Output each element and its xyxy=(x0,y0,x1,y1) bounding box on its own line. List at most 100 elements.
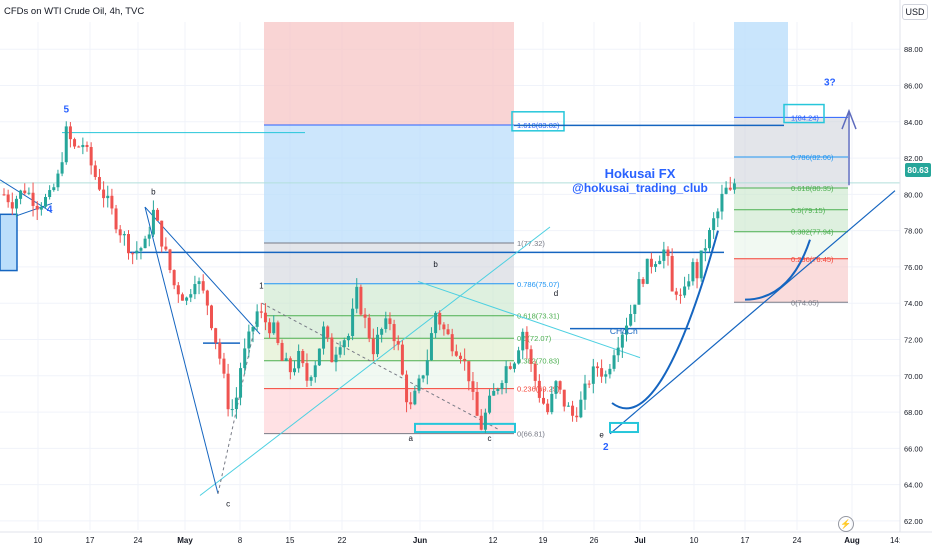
x-tick-label: 24 xyxy=(793,536,802,545)
fib-band-right xyxy=(734,231,848,259)
candle-body xyxy=(645,258,649,284)
candle-body xyxy=(392,324,396,342)
candle-body xyxy=(691,262,695,282)
uptrend-line xyxy=(609,190,896,435)
fib-band xyxy=(264,360,514,389)
candle-body xyxy=(666,249,670,256)
triangle-upper xyxy=(144,206,261,335)
candle-body xyxy=(442,324,446,330)
candle-body xyxy=(139,248,143,251)
fib-level-label-right: 0.382(77.94) xyxy=(791,228,834,237)
candle-body xyxy=(575,415,579,418)
fib-band-right xyxy=(734,258,848,303)
candle-body xyxy=(19,190,23,199)
candle-body xyxy=(712,218,716,231)
candle-body xyxy=(201,281,205,291)
channel-line-cyan xyxy=(199,226,551,496)
candle-body xyxy=(454,351,458,356)
candle-body xyxy=(309,377,313,381)
candle-body xyxy=(10,202,14,209)
candle-body xyxy=(434,312,438,334)
candle-body xyxy=(620,334,624,348)
candle-body xyxy=(558,381,562,390)
candle-body xyxy=(683,286,687,296)
fib-level-label-right: 0.5(79.15) xyxy=(791,206,826,215)
candle-body xyxy=(488,395,492,413)
fib-level-label: 0.618(73.31) xyxy=(517,312,560,321)
price-axis-bg xyxy=(900,0,932,550)
candle-body xyxy=(517,350,521,364)
candle-body xyxy=(367,317,371,339)
candle-body xyxy=(678,294,682,296)
candle-body xyxy=(48,190,52,197)
candle-body xyxy=(380,329,384,335)
candle-body xyxy=(205,290,209,306)
candle-body xyxy=(284,358,288,361)
candle-body xyxy=(542,397,545,404)
candle-body xyxy=(728,187,732,190)
y-tick-label: 64.00 xyxy=(904,481,923,490)
candle-body xyxy=(550,393,554,413)
x-tick-label: 24 xyxy=(134,536,143,545)
watermark-handle: @hokusai_trading_club xyxy=(572,181,708,195)
fib-level-label: 1(77.32) xyxy=(517,239,545,248)
candle-body xyxy=(259,311,263,313)
candle-body xyxy=(176,285,180,295)
candle-body xyxy=(429,333,433,361)
curve-support-2 xyxy=(744,239,811,301)
candle-body xyxy=(193,284,197,295)
candle-body xyxy=(475,391,479,416)
candle-body xyxy=(127,234,130,254)
candle-body xyxy=(508,366,512,369)
support-box xyxy=(414,422,516,434)
lightning-icon[interactable]: ⚡ xyxy=(838,516,854,532)
candle-body xyxy=(479,415,483,430)
candle-body xyxy=(288,358,292,373)
wave-label: 4 xyxy=(47,205,53,216)
candle-body xyxy=(467,361,471,382)
candle-body xyxy=(14,198,18,209)
candle-body xyxy=(708,230,711,249)
y-tick-label: 86.00 xyxy=(904,82,923,91)
candle-body xyxy=(674,291,678,295)
support-box-2 xyxy=(609,421,639,434)
y-tick-label: 74.00 xyxy=(904,299,923,308)
candle-body xyxy=(529,349,533,364)
candle-body xyxy=(338,347,342,355)
candle-body xyxy=(600,368,604,377)
wave-label: 1 xyxy=(259,282,264,291)
fib-target-highlight xyxy=(511,111,565,132)
candle-body xyxy=(110,195,114,209)
currency-button[interactable]: USD xyxy=(902,4,928,20)
candle-body xyxy=(500,383,504,390)
candle-body xyxy=(396,341,400,345)
candle-body xyxy=(243,348,247,369)
candle-body xyxy=(305,363,309,381)
candle-body xyxy=(313,365,317,378)
x-tick-label: 22 xyxy=(338,536,347,545)
candle-body xyxy=(23,190,27,194)
candle-body xyxy=(583,383,587,400)
candle-body xyxy=(31,192,35,206)
candle-body xyxy=(400,344,404,375)
x-tick-label: Aug xyxy=(844,536,860,545)
candle-body xyxy=(160,220,164,247)
candle-body xyxy=(280,342,284,361)
candle-body xyxy=(263,312,267,323)
y-tick-label: 70.00 xyxy=(904,372,923,381)
candle-body xyxy=(699,250,703,279)
candle-body xyxy=(6,194,10,203)
candle-body xyxy=(562,389,566,407)
candle-body xyxy=(533,363,537,381)
wave-label: d xyxy=(554,289,558,298)
candle-body xyxy=(44,196,47,207)
candle-body xyxy=(637,279,641,305)
candle-body xyxy=(52,187,56,191)
y-tick-label: 68.00 xyxy=(904,408,923,417)
x-tick-label: 17 xyxy=(86,536,95,545)
x-tick-label: Jun xyxy=(413,536,427,545)
target-arrow-head xyxy=(841,108,857,130)
candle-body xyxy=(371,338,375,355)
